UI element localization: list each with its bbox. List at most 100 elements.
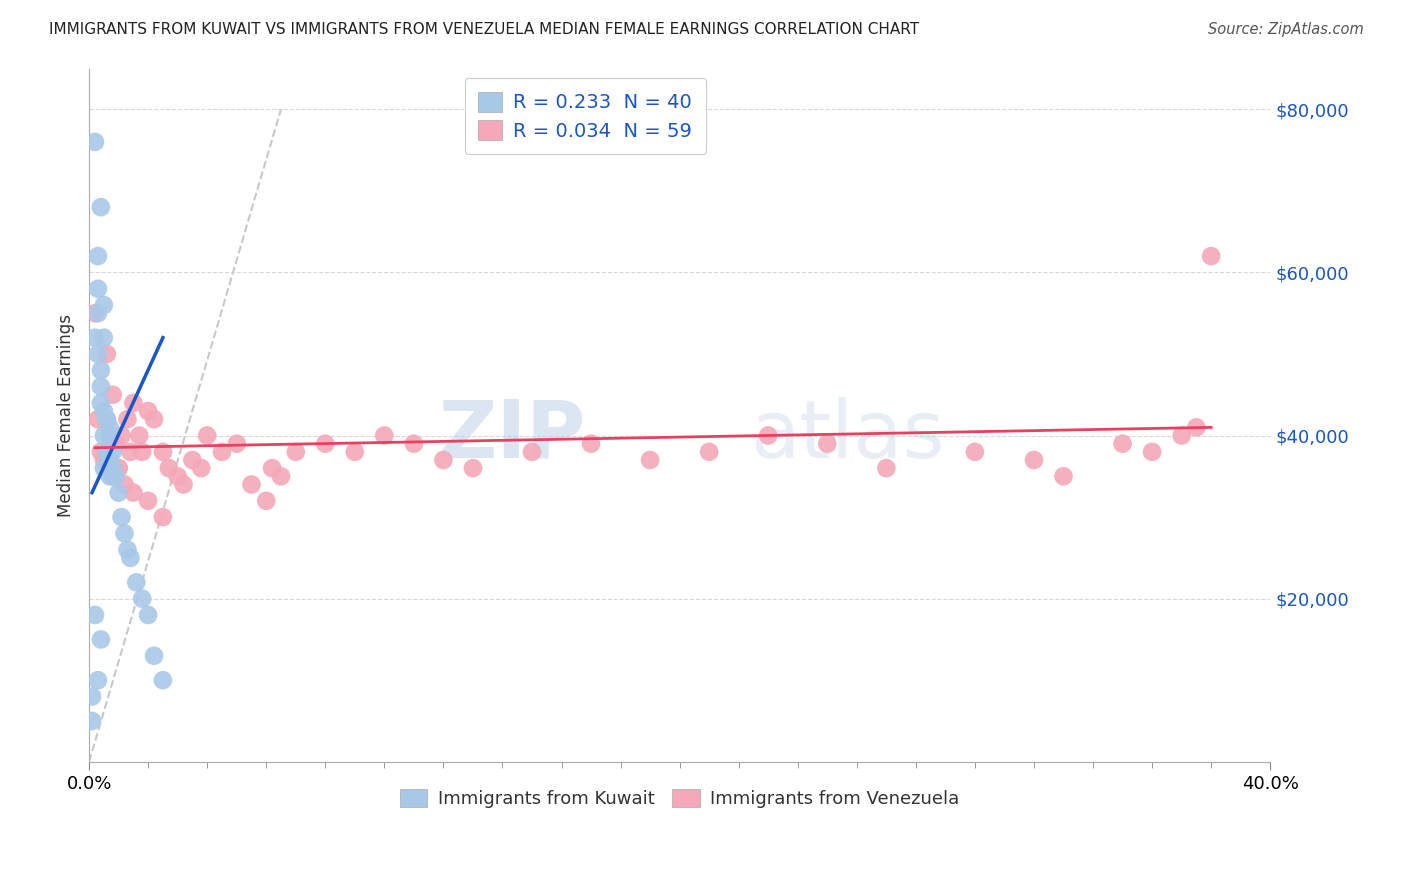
- Point: [181, 453, 204, 467]
- Point: [152, 445, 174, 459]
- Point: [96, 453, 118, 467]
- Point: [80, 690, 103, 704]
- Point: [1022, 453, 1045, 467]
- Point: [136, 404, 159, 418]
- Point: [143, 648, 166, 663]
- Point: [1185, 420, 1208, 434]
- Point: [87, 673, 110, 688]
- Point: [173, 477, 195, 491]
- Point: [1199, 249, 1222, 263]
- Point: [96, 412, 118, 426]
- Point: [101, 388, 124, 402]
- Y-axis label: Median Female Earnings: Median Female Earnings: [58, 314, 75, 516]
- Point: [136, 607, 159, 622]
- Point: [373, 428, 395, 442]
- Point: [84, 306, 107, 320]
- Point: [84, 607, 107, 622]
- Point: [1052, 469, 1074, 483]
- Point: [122, 396, 145, 410]
- Point: [107, 461, 129, 475]
- Point: [80, 714, 103, 728]
- Point: [87, 347, 110, 361]
- Point: [697, 445, 720, 459]
- Point: [120, 445, 142, 459]
- Point: [87, 249, 110, 263]
- Point: [98, 469, 121, 483]
- Point: [93, 331, 115, 345]
- Point: [157, 461, 180, 475]
- Point: [152, 673, 174, 688]
- Point: [84, 331, 107, 345]
- Point: [87, 306, 110, 320]
- Point: [90, 363, 112, 377]
- Point: [96, 347, 118, 361]
- Point: [211, 445, 233, 459]
- Point: [87, 282, 110, 296]
- Point: [254, 493, 277, 508]
- Point: [90, 379, 112, 393]
- Point: [104, 436, 127, 450]
- Point: [98, 420, 121, 434]
- Point: [1140, 445, 1163, 459]
- Point: [152, 510, 174, 524]
- Point: [90, 632, 112, 647]
- Point: [1170, 428, 1192, 442]
- Point: [963, 445, 986, 459]
- Point: [93, 428, 115, 442]
- Point: [93, 461, 115, 475]
- Point: [120, 550, 142, 565]
- Text: atlas: atlas: [751, 397, 945, 475]
- Point: [122, 485, 145, 500]
- Point: [638, 453, 661, 467]
- Point: [461, 461, 484, 475]
- Point: [136, 493, 159, 508]
- Point: [143, 412, 166, 426]
- Point: [107, 461, 129, 475]
- Point: [96, 412, 118, 426]
- Point: [117, 412, 139, 426]
- Point: [101, 461, 124, 475]
- Point: [96, 445, 118, 459]
- Point: [190, 461, 212, 475]
- Point: [101, 445, 124, 459]
- Point: [125, 575, 148, 590]
- Point: [225, 436, 247, 450]
- Text: ZIP: ZIP: [437, 397, 585, 475]
- Point: [93, 453, 115, 467]
- Point: [98, 428, 121, 442]
- Point: [432, 453, 454, 467]
- Point: [314, 436, 336, 450]
- Point: [93, 298, 115, 312]
- Point: [90, 445, 112, 459]
- Point: [101, 469, 124, 483]
- Point: [110, 428, 132, 442]
- Point: [104, 469, 127, 483]
- Point: [166, 469, 188, 483]
- Point: [90, 396, 112, 410]
- Point: [117, 542, 139, 557]
- Point: [93, 404, 115, 418]
- Point: [756, 428, 779, 442]
- Point: [131, 445, 153, 459]
- Point: [84, 135, 107, 149]
- Point: [1111, 436, 1133, 450]
- Point: [520, 445, 543, 459]
- Point: [402, 436, 425, 450]
- Point: [240, 477, 263, 491]
- Point: [128, 428, 150, 442]
- Text: Source: ZipAtlas.com: Source: ZipAtlas.com: [1208, 22, 1364, 37]
- Point: [98, 428, 121, 442]
- Point: [98, 453, 121, 467]
- Point: [195, 428, 218, 442]
- Point: [270, 469, 292, 483]
- Point: [87, 412, 110, 426]
- Point: [579, 436, 602, 450]
- Point: [114, 477, 136, 491]
- Text: IMMIGRANTS FROM KUWAIT VS IMMIGRANTS FROM VENEZUELA MEDIAN FEMALE EARNINGS CORRE: IMMIGRANTS FROM KUWAIT VS IMMIGRANTS FRO…: [49, 22, 920, 37]
- Point: [107, 485, 129, 500]
- Point: [343, 445, 366, 459]
- Point: [262, 461, 284, 475]
- Point: [131, 591, 153, 606]
- Point: [284, 445, 307, 459]
- Point: [875, 461, 897, 475]
